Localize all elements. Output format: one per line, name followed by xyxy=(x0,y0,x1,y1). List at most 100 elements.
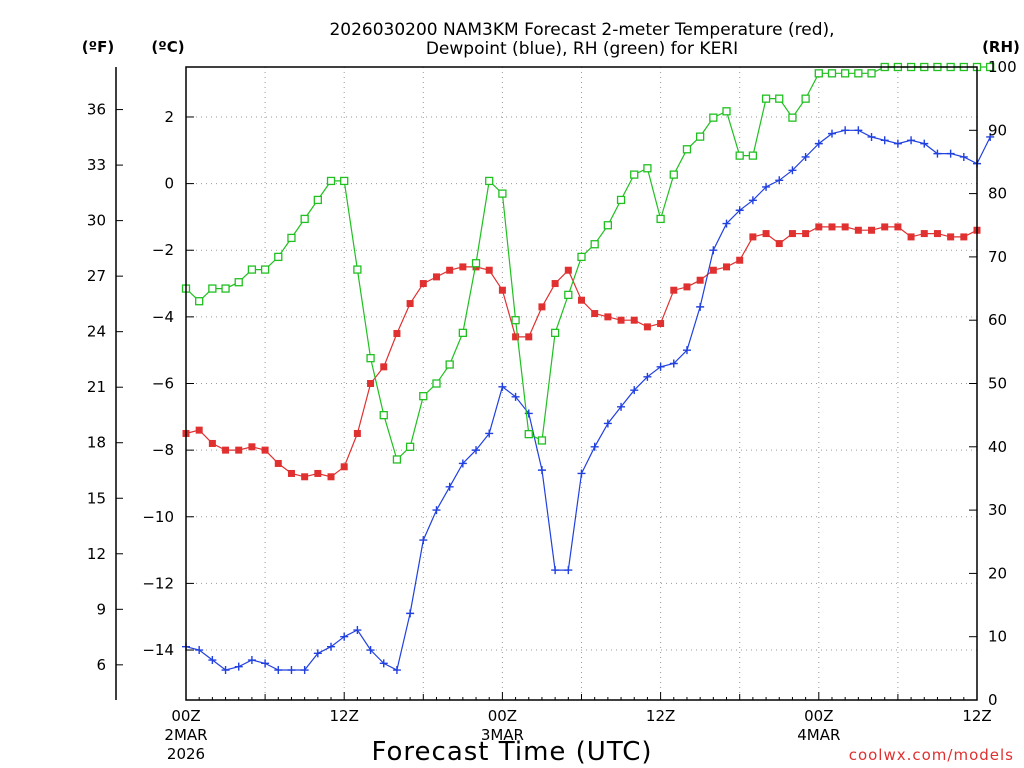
grid-lines xyxy=(186,67,977,700)
x-tick-label: 00Z xyxy=(171,707,200,725)
dewpoint-point xyxy=(986,132,995,141)
dewpoint-point xyxy=(788,166,797,175)
temperature-point xyxy=(762,230,770,238)
rh-point xyxy=(537,436,547,445)
rh-tick-label: 0 xyxy=(988,691,998,709)
dewpoint-point xyxy=(353,626,362,635)
dewpoint-point xyxy=(827,129,836,138)
dewpoint-point xyxy=(340,632,349,641)
axis-ticks: 69121518212427303336−14−12−10−8−6−4−2020… xyxy=(87,58,1017,763)
temperature-point xyxy=(683,283,691,291)
temperature-point xyxy=(696,276,704,284)
dewpoint-point xyxy=(537,466,546,475)
dewpoint-point xyxy=(893,139,902,148)
series-line xyxy=(185,129,991,671)
temperature-point xyxy=(261,446,269,454)
c-tick-label: 2 xyxy=(164,108,174,126)
rh-point xyxy=(788,113,797,122)
rh-point xyxy=(419,392,428,401)
temperature-point xyxy=(248,443,256,451)
temperature-point xyxy=(723,263,731,271)
x-year-label: 2026 xyxy=(167,745,205,763)
rh-point xyxy=(577,252,586,262)
chart-title-line2: Dewpoint (blue), RH (green) for KERI xyxy=(426,39,738,59)
temperature-point xyxy=(287,469,295,477)
dewpoint-point xyxy=(946,149,955,158)
temperature-point xyxy=(868,226,876,234)
rh-point xyxy=(392,455,402,464)
dewpoint-point xyxy=(617,402,626,411)
f-tick-label: 33 xyxy=(87,156,106,174)
dewpoint-point xyxy=(274,666,283,675)
rh-point xyxy=(656,214,665,224)
x-axis-title: Forecast Time (UTC) xyxy=(371,737,652,767)
dewpoint-point xyxy=(287,666,296,675)
rh-point xyxy=(603,221,613,230)
rh-point xyxy=(616,195,626,205)
rh-point xyxy=(564,290,573,300)
rh-point xyxy=(485,176,494,186)
temperature-point xyxy=(564,266,572,274)
temperature-point xyxy=(578,296,585,304)
dewpoint-point xyxy=(630,386,639,395)
rh-point xyxy=(722,107,731,116)
rh-point xyxy=(340,176,349,186)
temperature-point xyxy=(775,240,783,248)
rh-tick-label: 50 xyxy=(988,375,1007,393)
f-tick-label: 24 xyxy=(87,323,106,341)
temperature-point xyxy=(222,446,230,454)
f-tick-label: 9 xyxy=(96,600,106,618)
credit-link[interactable]: coolwx.com/models xyxy=(849,746,1014,764)
rh-point xyxy=(234,278,243,287)
dewpoint-point xyxy=(432,506,441,515)
temperature-point xyxy=(446,266,454,274)
celsius-unit-label: (ºC) xyxy=(151,38,184,56)
series-dewpoint xyxy=(182,126,995,675)
c-tick-label: −2 xyxy=(152,241,174,259)
rh-point xyxy=(775,94,784,103)
rh-point xyxy=(471,259,481,268)
c-tick-label: −6 xyxy=(152,375,174,393)
rh-point xyxy=(827,69,837,78)
x-date-label: 3MAR xyxy=(481,726,524,744)
temperature-point xyxy=(604,313,612,321)
dewpoint-point xyxy=(682,346,691,355)
rh-point xyxy=(590,240,599,249)
rh-point xyxy=(761,94,771,103)
temperature-point xyxy=(933,230,941,238)
rh-point xyxy=(300,214,309,224)
temperature-point xyxy=(630,316,638,324)
x-date-label: 2MAR xyxy=(164,726,207,744)
temperature-point xyxy=(788,230,796,238)
f-tick-label: 12 xyxy=(87,545,106,563)
data-series xyxy=(181,62,995,675)
rh-point xyxy=(841,69,850,78)
rh-tick-label: 10 xyxy=(988,628,1007,646)
dewpoint-point xyxy=(445,482,454,491)
rh-point xyxy=(313,195,322,205)
temperature-point xyxy=(657,320,665,328)
dewpoint-point xyxy=(221,666,230,675)
c-tick-label: −4 xyxy=(152,308,174,326)
rh-tick-label: 80 xyxy=(988,185,1007,203)
dewpoint-point xyxy=(696,302,705,311)
fahrenheit-unit-label: (ºF) xyxy=(82,38,114,56)
rh-point xyxy=(682,145,692,154)
temperature-point xyxy=(459,263,467,271)
rh-point xyxy=(854,69,863,78)
rh-point xyxy=(735,151,744,160)
f-tick-label: 30 xyxy=(87,212,106,230)
series-2-meter-temperature xyxy=(182,223,981,481)
rh-tick-label: 20 xyxy=(988,564,1007,582)
rh-tick-label: 60 xyxy=(988,311,1007,329)
temperature-point xyxy=(736,256,744,264)
rh-tick-label: 40 xyxy=(988,438,1007,456)
temperature-point xyxy=(195,426,203,434)
temperature-point xyxy=(709,266,717,274)
temperature-point xyxy=(498,286,506,294)
temperature-point xyxy=(802,230,810,238)
rh-unit-label: (RH) xyxy=(982,38,1020,56)
temperature-point xyxy=(301,473,309,481)
temperature-point xyxy=(920,230,928,238)
series-rh xyxy=(181,62,995,464)
